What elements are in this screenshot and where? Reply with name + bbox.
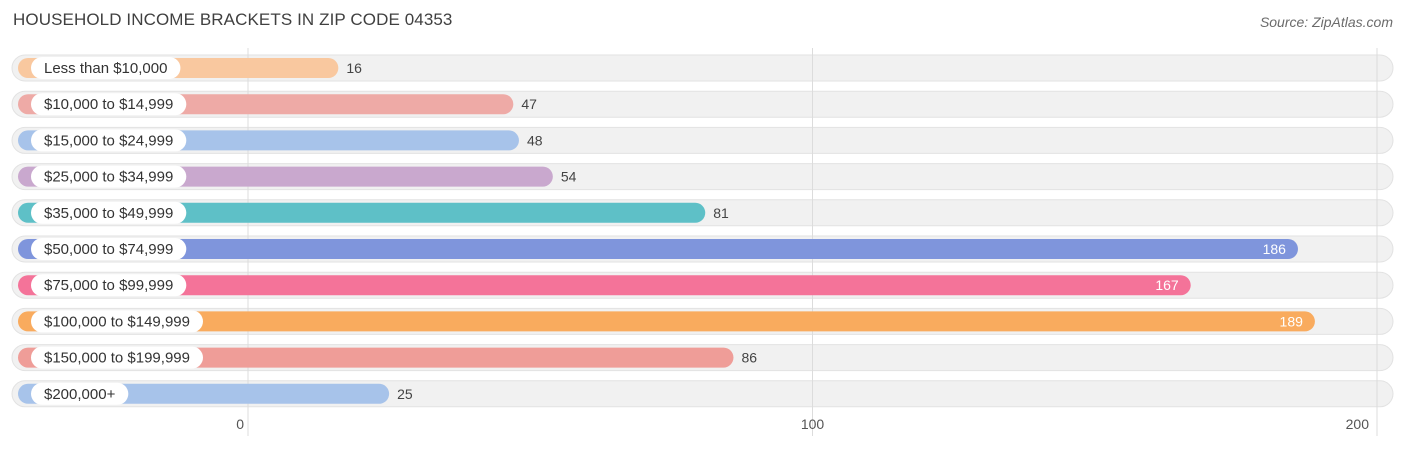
bar-group: $75,000 to $99,999 167 xyxy=(18,274,1191,297)
x-tick-label: 200 xyxy=(1346,416,1370,432)
row-background xyxy=(11,54,1394,82)
bar-group: $10,000 to $14,999 47 xyxy=(18,93,537,116)
category-label-background xyxy=(31,165,187,188)
category-label: $50,000 to $74,999 xyxy=(44,241,173,258)
chart-title: HOUSEHOLD INCOME BRACKETS IN ZIP CODE 04… xyxy=(13,10,453,29)
category-label: $75,000 to $99,999 xyxy=(44,277,173,294)
category-label: $200,000+ xyxy=(44,386,116,403)
x-axis-ticks: 0 100 200 xyxy=(236,416,1369,432)
value-label: 167 xyxy=(1155,277,1179,293)
category-label: $35,000 to $49,999 xyxy=(44,205,173,222)
category-label-background xyxy=(31,201,187,224)
x-tick-label: 100 xyxy=(801,416,825,432)
category-label: $25,000 to $34,999 xyxy=(44,169,173,186)
bars: Less than $10,000 16$10,000 to $14,999 47$… xyxy=(18,57,1315,405)
value-label: 16 xyxy=(346,60,362,76)
value-label: 48 xyxy=(527,132,543,148)
category-label: $100,000 to $149,999 xyxy=(44,313,190,330)
value-label: 86 xyxy=(741,350,757,366)
bar-group: $200,000+ 25 xyxy=(18,382,413,405)
chart-source: Source: ZipAtlas.com xyxy=(1259,14,1393,30)
category-label-background xyxy=(31,129,187,152)
value-label: 186 xyxy=(1263,241,1287,257)
value-label: 81 xyxy=(713,205,729,221)
category-label: $10,000 to $14,999 xyxy=(44,96,173,113)
bar-group: $150,000 to $199,999 86 xyxy=(18,346,757,369)
value-label: 25 xyxy=(397,386,413,402)
category-label-background xyxy=(31,382,129,405)
category-label-background xyxy=(31,346,203,369)
bar xyxy=(18,275,1191,296)
category-label-background xyxy=(31,274,187,297)
value-label: 54 xyxy=(561,169,577,185)
bar-group: Less than $10,000 16 xyxy=(18,57,362,79)
category-label: $150,000 to $199,999 xyxy=(44,350,190,367)
bar xyxy=(18,311,1315,332)
x-tick-label: 0 xyxy=(236,416,244,432)
bar-group: $25,000 to $34,999 54 xyxy=(18,165,577,188)
bar-group: $100,000 to $149,999 189 xyxy=(18,310,1315,333)
category-label-background xyxy=(31,93,187,116)
category-label-background xyxy=(31,57,181,79)
value-label: 189 xyxy=(1280,313,1304,329)
bar-group: $35,000 to $49,999 81 xyxy=(18,201,729,224)
category-label-background xyxy=(31,238,187,260)
category-label: $15,000 to $24,999 xyxy=(44,132,173,149)
category-label: Less than $10,000 xyxy=(44,60,167,77)
bar xyxy=(18,239,1298,259)
value-label: 47 xyxy=(521,96,537,112)
bar-group: $15,000 to $24,999 48 xyxy=(18,129,543,152)
bar-group: $50,000 to $74,999 186 xyxy=(18,238,1298,260)
bar xyxy=(18,202,706,223)
category-label-background xyxy=(31,310,203,333)
